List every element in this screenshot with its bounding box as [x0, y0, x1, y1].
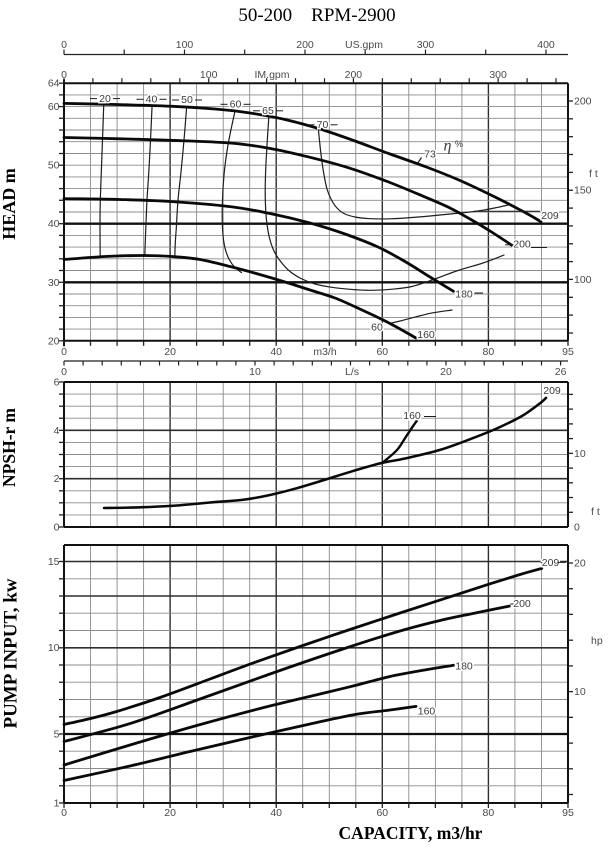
svg-text:f t: f t	[591, 506, 600, 518]
svg-text:200: 200	[296, 39, 314, 51]
svg-text:CAPACITY, m3/hr: CAPACITY, m3/hr	[339, 823, 483, 843]
svg-text:0: 0	[61, 346, 67, 358]
svg-text:26: 26	[555, 366, 567, 378]
svg-text:180: 180	[455, 661, 473, 673]
svg-text:180: 180	[455, 288, 473, 300]
svg-text:200: 200	[513, 598, 531, 610]
svg-text:70: 70	[317, 119, 329, 131]
svg-text:20: 20	[574, 558, 586, 570]
svg-text:60: 60	[230, 99, 242, 111]
svg-text:100: 100	[176, 39, 194, 51]
svg-text:10: 10	[574, 448, 586, 460]
svg-text:m3/h: m3/h	[313, 346, 337, 358]
svg-text:100: 100	[200, 69, 218, 81]
svg-text:%: %	[455, 139, 463, 149]
svg-text:40: 40	[48, 218, 60, 230]
svg-text:0: 0	[574, 522, 580, 534]
svg-text:PUMP INPUT, kw: PUMP INPUT, kw	[1, 578, 22, 728]
svg-text:1: 1	[54, 798, 60, 810]
svg-text:73: 73	[424, 149, 436, 161]
svg-text:20: 20	[440, 366, 452, 378]
svg-text:40: 40	[146, 94, 158, 106]
svg-text:160: 160	[403, 410, 421, 422]
svg-text:60: 60	[48, 101, 60, 113]
svg-text:64: 64	[48, 78, 60, 90]
svg-text:10: 10	[48, 642, 60, 654]
svg-text:209: 209	[542, 557, 560, 569]
svg-text:200: 200	[574, 96, 592, 108]
svg-text:209: 209	[543, 385, 561, 397]
svg-text:50: 50	[181, 94, 193, 106]
svg-text:60: 60	[376, 346, 388, 358]
svg-text:200: 200	[513, 239, 531, 251]
svg-text:IM.gpm: IM.gpm	[254, 69, 289, 81]
svg-text:50-200 RPM-2900: 50-200 RPM-2900	[238, 5, 395, 26]
svg-text:100: 100	[574, 274, 592, 286]
svg-text:60: 60	[371, 322, 383, 334]
svg-text:0: 0	[61, 366, 67, 378]
svg-text:5: 5	[54, 729, 60, 741]
svg-text:20: 20	[164, 346, 176, 358]
svg-text:6: 6	[54, 377, 60, 389]
svg-text:L/s: L/s	[345, 366, 359, 378]
svg-text:80: 80	[483, 346, 495, 358]
svg-text:10: 10	[249, 366, 261, 378]
svg-text:150: 150	[574, 185, 592, 197]
svg-text:10: 10	[574, 686, 586, 698]
svg-text:30: 30	[48, 277, 60, 289]
svg-text:209: 209	[541, 210, 559, 222]
svg-text:300: 300	[417, 39, 435, 51]
svg-text:NPSH-r m: NPSH-r m	[0, 408, 19, 487]
svg-text:η: η	[444, 138, 452, 155]
svg-text:0: 0	[61, 69, 67, 81]
svg-text:20: 20	[48, 335, 60, 347]
svg-text:HEAD m: HEAD m	[0, 168, 19, 240]
svg-text:95: 95	[562, 346, 574, 358]
svg-text:2: 2	[54, 473, 60, 485]
svg-text:80: 80	[483, 807, 495, 819]
svg-text:65: 65	[262, 105, 274, 117]
svg-text:4: 4	[54, 425, 60, 437]
svg-text:20: 20	[99, 93, 111, 105]
svg-text:15: 15	[48, 556, 60, 568]
svg-text:40: 40	[270, 346, 282, 358]
svg-text:95: 95	[562, 807, 574, 819]
svg-text:160: 160	[418, 706, 436, 718]
svg-text:60: 60	[376, 807, 388, 819]
svg-text:40: 40	[270, 807, 282, 819]
svg-text:US.gpm: US.gpm	[345, 39, 383, 51]
svg-text:50: 50	[48, 160, 60, 172]
svg-text:400: 400	[537, 39, 555, 51]
svg-text:f t: f t	[589, 168, 598, 180]
svg-text:0: 0	[61, 807, 67, 819]
svg-text:300: 300	[489, 69, 507, 81]
svg-text:20: 20	[164, 807, 176, 819]
svg-text:200: 200	[345, 69, 363, 81]
svg-text:0: 0	[54, 522, 60, 534]
svg-text:160: 160	[417, 329, 435, 341]
svg-text:0: 0	[61, 39, 67, 51]
svg-text:hp: hp	[591, 635, 603, 647]
